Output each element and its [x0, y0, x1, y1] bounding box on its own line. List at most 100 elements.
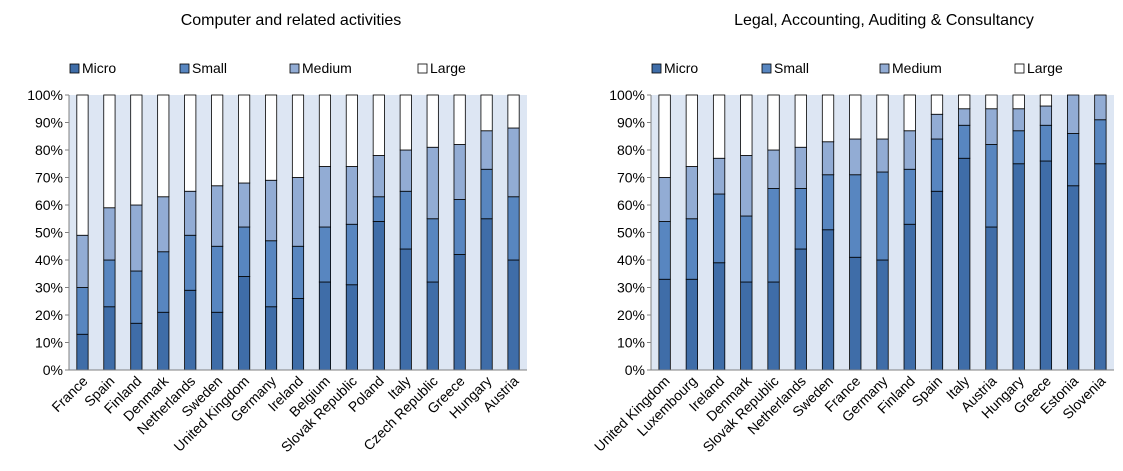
- y-tick-label: 70%: [617, 170, 645, 186]
- y-tick-label: 20%: [35, 307, 63, 323]
- bar-segment-large: [291, 94, 305, 178]
- bar-segment-small: [76, 287, 89, 335]
- bar-segment-large: [849, 94, 862, 140]
- bar-segment-micro: [76, 333, 89, 371]
- bar-segment-large: [372, 94, 385, 156]
- bar-segment-medium: [211, 185, 224, 247]
- bar-segment-small: [238, 226, 251, 277]
- legend-label-small: Small: [774, 60, 809, 76]
- legend-swatch-medium: [289, 63, 300, 74]
- bar-segment-small: [426, 218, 439, 283]
- bar-segment-large: [453, 94, 466, 145]
- bar-segment-small: [480, 168, 493, 220]
- bar-segment-small: [903, 168, 916, 225]
- bar-segment-large: [930, 94, 944, 115]
- bar-segment-medium: [345, 166, 358, 225]
- y-tick-label: 20%: [617, 307, 645, 323]
- bar-segment-large: [958, 94, 971, 110]
- bar-segment-large: [345, 94, 358, 167]
- y-tick-label: 100%: [609, 87, 645, 103]
- bar-segment-medium: [1067, 94, 1080, 134]
- y-tick-label: 40%: [617, 252, 645, 268]
- bar-segment-medium: [958, 108, 971, 126]
- bar-segment-large: [712, 94, 726, 159]
- bar-segment-small: [507, 196, 520, 261]
- legend-swatch-large: [417, 63, 428, 74]
- bar-segment-medium: [1039, 105, 1053, 126]
- bar-segment-large: [238, 94, 251, 184]
- bar-segment-micro: [211, 311, 224, 371]
- bar-segment-micro: [821, 229, 835, 371]
- bar-segment-micro: [184, 289, 197, 371]
- bar-segment-micro: [1039, 160, 1053, 371]
- bar-segment-small: [712, 193, 726, 264]
- chart-title: Computer and related activities: [181, 12, 402, 29]
- y-tick-label: 0%: [43, 362, 63, 378]
- bar-segment-micro: [426, 281, 439, 371]
- bar-segment-large: [767, 94, 780, 151]
- bar-segment-large: [1039, 94, 1053, 107]
- bar-segment-small: [658, 221, 671, 280]
- bar-segment-micro: [157, 311, 170, 371]
- bar-segment-medium: [399, 149, 412, 192]
- bar-segment-small: [1094, 119, 1107, 165]
- y-tick-label: 10%: [617, 335, 645, 351]
- bar-segment-small: [157, 251, 170, 313]
- bar-segment-small: [345, 223, 358, 286]
- chart-1: Computer and related activities Micro Smal…: [27, 12, 527, 455]
- bar-segment-micro: [318, 281, 331, 371]
- bar-segment-medium: [930, 113, 944, 140]
- bar-segment-micro: [265, 306, 278, 371]
- bar-segment-large: [318, 94, 331, 167]
- y-tick-label: 80%: [35, 142, 63, 158]
- bar-segment-micro: [399, 248, 412, 371]
- bar-segment-micro: [903, 223, 916, 371]
- legend-label-medium: Medium: [892, 60, 942, 76]
- y-tick-label: 10%: [35, 335, 63, 351]
- bar-segment-medium: [740, 155, 753, 217]
- bar-segment-medium: [767, 149, 780, 189]
- bar-segment-medium: [794, 146, 807, 189]
- bar-segment-small: [1012, 130, 1025, 165]
- legend-label-medium: Medium: [302, 60, 352, 76]
- bar-segment-small: [103, 259, 116, 308]
- bar-segment-large: [1012, 94, 1025, 110]
- bar-segment-small: [767, 188, 780, 283]
- bar-segment-large: [821, 94, 835, 143]
- bar-segment-medium: [685, 166, 698, 220]
- bar-segment-large: [265, 94, 278, 181]
- bar-segment-micro: [507, 259, 520, 371]
- bar-segment-small: [211, 245, 224, 313]
- bar-segment-micro: [130, 322, 143, 371]
- bar-segment-medium: [1012, 108, 1025, 132]
- bar-segment-small: [1067, 133, 1080, 187]
- bar-segment-micro: [453, 254, 466, 371]
- bar-segment-micro: [712, 262, 726, 371]
- legend-swatch-small: [179, 63, 190, 74]
- y-tick-label: 50%: [617, 225, 645, 241]
- bar-segment-micro: [794, 248, 807, 371]
- y-tick-label: 60%: [35, 197, 63, 213]
- y-tick-label: 30%: [35, 280, 63, 296]
- bar-segment-micro: [1012, 163, 1025, 371]
- legend-label-large: Large: [1027, 60, 1063, 76]
- bar-segment-large: [876, 94, 889, 140]
- bar-segment-medium: [658, 177, 671, 222]
- bar-segment-micro: [740, 281, 753, 371]
- y-tick-label: 50%: [35, 225, 63, 241]
- y-tick-label: 0%: [625, 362, 645, 378]
- bar-segment-medium: [372, 155, 385, 198]
- bar-segment-medium: [130, 204, 143, 272]
- bar-segment-small: [930, 138, 944, 192]
- bar-segment-micro: [767, 281, 780, 371]
- bar-segment-small: [685, 218, 698, 280]
- bar-segment-micro: [1094, 163, 1107, 371]
- bar-segment-large: [76, 94, 89, 236]
- legend-swatch-medium: [879, 63, 890, 74]
- bar-segment-medium: [76, 234, 89, 288]
- bar-segment-medium: [184, 190, 197, 236]
- bar-segment-micro: [958, 157, 971, 371]
- y-tick-label: 100%: [27, 87, 63, 103]
- bar-segment-small: [821, 174, 835, 231]
- bar-segment-large: [426, 94, 439, 148]
